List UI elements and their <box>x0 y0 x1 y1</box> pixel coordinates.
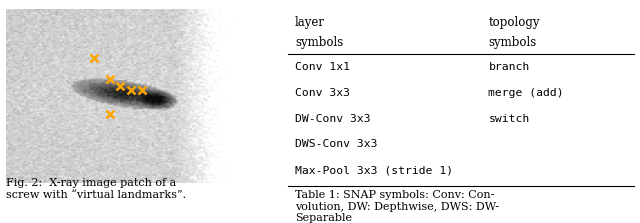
Text: merge (add): merge (add) <box>488 88 564 98</box>
Text: DWS-Conv 3x3: DWS-Conv 3x3 <box>295 139 378 149</box>
Text: topology: topology <box>488 16 540 29</box>
Text: Fig. 2:  X-ray image patch of a
screw with “virtual landmarks”.: Fig. 2: X-ray image patch of a screw wit… <box>6 178 186 200</box>
Text: branch: branch <box>488 62 530 72</box>
Text: symbols: symbols <box>295 36 343 49</box>
Text: switch: switch <box>488 114 530 124</box>
Text: Conv 3x3: Conv 3x3 <box>295 88 350 98</box>
Text: symbols: symbols <box>488 36 537 49</box>
Text: Max-Pool 3x3 (stride 1): Max-Pool 3x3 (stride 1) <box>295 165 453 175</box>
Text: Conv 1x1: Conv 1x1 <box>295 62 350 72</box>
Text: layer: layer <box>295 16 325 29</box>
Text: Table 1: SNAP symbols: Conv: Con-
volution, DW: Depthwise, DWS: DW-
Separable: Table 1: SNAP symbols: Conv: Con- voluti… <box>295 190 499 223</box>
Text: DW-Conv 3x3: DW-Conv 3x3 <box>295 114 371 124</box>
